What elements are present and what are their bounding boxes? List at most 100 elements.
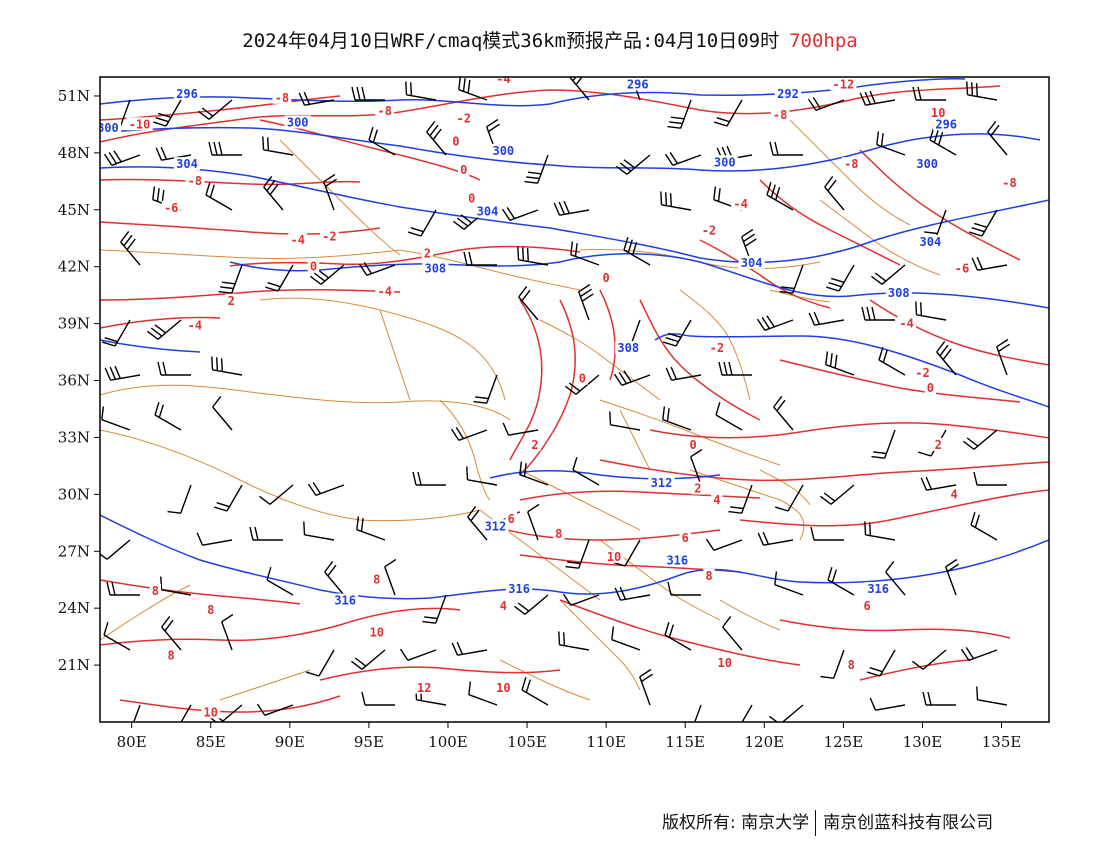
- wind-barb: [157, 361, 191, 376]
- wind-barb: [808, 311, 845, 326]
- temperature-label: -8: [377, 104, 391, 118]
- temperature-label: -2: [322, 229, 336, 243]
- wind-barb: [368, 126, 396, 156]
- temperature-label: 2: [424, 246, 431, 260]
- lat-tick-label: 48N: [58, 144, 90, 162]
- province-border: [819, 199, 941, 276]
- wind-barb: [968, 209, 998, 237]
- temperature-label-bg: [161, 200, 181, 214]
- wind-barb: [154, 401, 182, 431]
- temperature-isotherm: [509, 299, 543, 461]
- lon-tick-label: 95E: [354, 733, 384, 751]
- temperature-isotherm: [100, 221, 381, 235]
- geopotential-label-bg: [100, 121, 122, 135]
- temperature-label: -4: [377, 284, 391, 298]
- temperature-label: -8: [275, 91, 289, 105]
- title-pressure-level: 700hpa: [789, 30, 858, 52]
- geopotential-label-bg: [664, 553, 691, 567]
- copyright-separator: [815, 810, 817, 836]
- lat-tick-label: 51N: [58, 87, 90, 105]
- wind-barb: [615, 154, 651, 175]
- lat-tick-label: 27N: [58, 542, 90, 560]
- temperature-label-bg: [319, 229, 339, 243]
- geopotential-label: 300: [714, 155, 736, 169]
- province-border: [719, 599, 781, 631]
- temperature-label: 10: [203, 705, 217, 719]
- wind-barb: [774, 484, 804, 512]
- temperature-label-bg: [225, 293, 237, 307]
- geopotential-label: 296: [176, 87, 198, 101]
- wind-barb: [307, 482, 345, 496]
- geopotential-label: 316: [334, 593, 356, 607]
- temperature-label: 2: [694, 482, 701, 496]
- geopotential-label-bg: [624, 77, 651, 91]
- temperature-isotherm: [100, 316, 221, 329]
- wind-barb: [103, 150, 141, 166]
- wind-barb: [861, 306, 895, 321]
- wind-barb: [570, 241, 600, 266]
- wind-barb: [361, 691, 395, 706]
- wind-barb: [756, 315, 794, 331]
- temperature-label: 10: [931, 106, 945, 120]
- wind-barb: [197, 99, 233, 120]
- wind-barb: [358, 262, 396, 276]
- wind-barb: [945, 558, 959, 596]
- temperature-label: 8: [152, 584, 159, 598]
- wind-barb: [966, 81, 998, 101]
- wind-barb: [664, 152, 702, 166]
- temperature-label-bg: [201, 705, 221, 719]
- temperature-isotherm: [119, 695, 341, 713]
- temperature-label-bg: [505, 511, 517, 525]
- wind-barb: [609, 411, 641, 431]
- province-border: [100, 384, 511, 421]
- wind-barb: [309, 264, 345, 285]
- temperature-label: -4: [733, 197, 747, 211]
- temperature-label: 0: [460, 163, 467, 177]
- lat-tick-label: 42N: [58, 258, 90, 276]
- temperature-label-bg: [770, 107, 790, 121]
- geopotential-label-bg: [173, 157, 201, 171]
- wind-barb: [524, 154, 549, 184]
- temperature-label-bg: [529, 437, 541, 451]
- wind-barb: [473, 374, 498, 404]
- geopotential-label-layer: 296 296 292 296 300 300 300 300 300 304 304 304 304 3…: [100, 77, 960, 607]
- wind-barb: [718, 361, 752, 376]
- temperature-label: 10: [496, 681, 510, 695]
- geopotential-label-bg: [885, 286, 912, 300]
- temperature-label: -8: [1002, 176, 1016, 190]
- geopotential-label: 308: [617, 341, 639, 355]
- temperature-label-bg: [928, 105, 948, 119]
- temperature-label-bg: [367, 625, 387, 639]
- temperature-label-bg: [375, 104, 395, 118]
- temperature-isotherm: [779, 359, 1021, 403]
- wind-barb: [936, 340, 957, 376]
- temperature-isotherm: [649, 422, 1049, 439]
- wind-barb: [264, 264, 294, 292]
- temperature-label: -12: [833, 77, 855, 91]
- wind-barb: [878, 346, 906, 376]
- temperature-label-bg: [897, 316, 917, 330]
- geopotential-label: 308: [424, 262, 446, 276]
- geopotential-label: 300: [492, 144, 514, 158]
- wind-barb: [101, 406, 131, 431]
- wind-barb: [774, 571, 804, 596]
- temperature-isotherm: [699, 239, 831, 309]
- geopotential-label: 304: [477, 205, 499, 219]
- wind-barb: [517, 246, 549, 266]
- wind-barb: [578, 283, 594, 321]
- geopotential-label: 312: [485, 520, 507, 534]
- wind-barb: [167, 484, 192, 514]
- temperature-isotherm: [519, 490, 761, 501]
- temperature-label: -2: [457, 112, 471, 126]
- temperature-isotherm: [519, 299, 576, 476]
- temperature-label-bg: [692, 481, 704, 495]
- temperature-label-bg: [679, 530, 691, 544]
- temperature-label-bg: [421, 246, 434, 260]
- wind-barb: [870, 264, 906, 285]
- temperature-isotherm: [100, 607, 461, 646]
- province-border: [559, 599, 641, 691]
- geopotential-label-bg: [711, 155, 738, 169]
- geopotential-label: 304: [920, 235, 942, 249]
- province-border: [100, 429, 481, 522]
- province-border: [439, 399, 491, 501]
